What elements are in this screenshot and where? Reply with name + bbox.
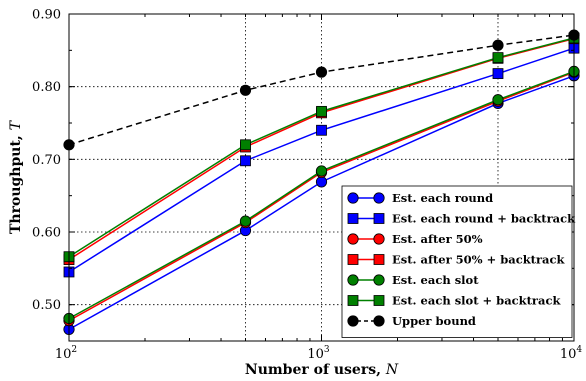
legend-label: Est. each round + backtrack bbox=[392, 212, 576, 226]
y-tick-label: 0.50 bbox=[32, 298, 61, 313]
legend-entry: Est. each slot bbox=[347, 273, 479, 287]
legend-marker bbox=[373, 254, 385, 265]
legend-marker bbox=[347, 213, 359, 224]
data-point bbox=[239, 84, 252, 96]
legend-marker bbox=[373, 315, 385, 327]
series-0 bbox=[63, 70, 580, 335]
legend-marker bbox=[347, 233, 359, 245]
y-tick-label: 0.90 bbox=[32, 8, 61, 23]
data-point bbox=[492, 39, 504, 51]
legend-marker bbox=[347, 274, 359, 286]
legend-marker bbox=[373, 213, 385, 224]
data-point bbox=[315, 66, 328, 78]
data-point bbox=[316, 124, 327, 136]
y-axis-label: Throughput, T bbox=[8, 119, 24, 234]
data-point bbox=[240, 155, 251, 167]
legend-entry: Est. each round bbox=[347, 191, 493, 205]
legend-label: Est. each slot + backtrack bbox=[392, 294, 561, 308]
legend-marker bbox=[373, 233, 385, 245]
legend-marker bbox=[373, 274, 385, 286]
y-tick-label: 0.70 bbox=[32, 153, 61, 168]
x-tick-label: 104 bbox=[560, 345, 583, 362]
legend-label: Est. each slot bbox=[392, 273, 479, 287]
legend-entry: Upper bound bbox=[347, 314, 476, 328]
legend-entry: Est. each round + backtrack bbox=[347, 212, 576, 226]
legend-label: Est. after 50% + backtrack bbox=[392, 253, 566, 267]
series-lines bbox=[63, 29, 580, 335]
x-tick-label: 102 bbox=[55, 345, 77, 362]
legend-entry: Est. after 50% + backtrack bbox=[347, 253, 566, 267]
x-axis-label: Number of users, N bbox=[245, 362, 399, 378]
legend-marker bbox=[347, 254, 359, 265]
legend-marker bbox=[373, 192, 385, 204]
legend-label: Upper bound bbox=[392, 314, 476, 328]
data-point bbox=[492, 52, 504, 63]
data-point bbox=[239, 215, 252, 227]
y-tick-label: 0.60 bbox=[32, 226, 61, 241]
data-point bbox=[315, 165, 328, 177]
legend-marker bbox=[373, 295, 385, 306]
y-tick-label: 0.80 bbox=[32, 80, 61, 95]
series-4 bbox=[63, 65, 580, 325]
legend-entry: Est. each slot + backtrack bbox=[347, 294, 561, 308]
series-6 bbox=[63, 29, 580, 151]
data-point bbox=[492, 94, 504, 106]
legend-label: Est. each round bbox=[392, 191, 493, 205]
legend-marker bbox=[347, 315, 359, 327]
data-point bbox=[315, 176, 328, 188]
legend-label: Est. after 50% bbox=[392, 232, 483, 246]
data-point bbox=[316, 105, 327, 117]
data-point bbox=[492, 68, 504, 79]
legend-marker bbox=[347, 295, 359, 306]
x-tick-label: 103 bbox=[307, 345, 330, 362]
data-point bbox=[240, 139, 251, 151]
legend-marker bbox=[347, 192, 359, 204]
legend: Est. each round Est. each round + backtra… bbox=[341, 185, 576, 338]
legend-entry: Est. after 50% bbox=[347, 232, 483, 246]
